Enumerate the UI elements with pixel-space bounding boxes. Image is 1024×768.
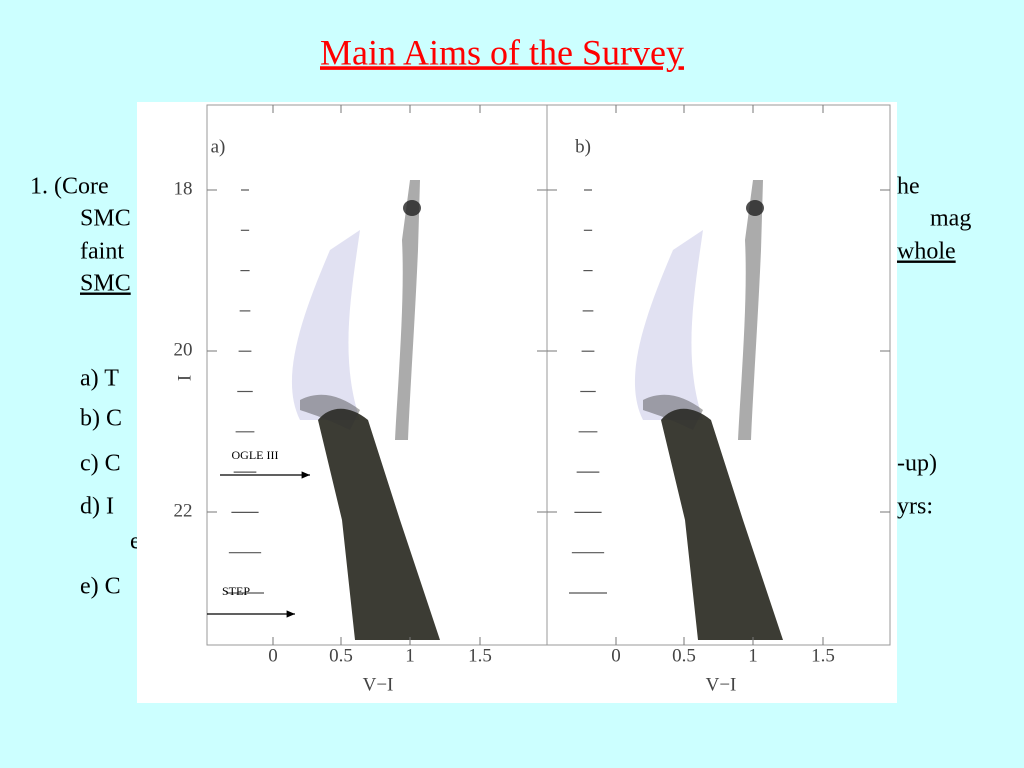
body-text: e: [130, 529, 141, 555]
red-clump: [403, 200, 421, 216]
x-tick-label: 1.5: [468, 645, 492, 666]
y-tick-label: 18: [174, 178, 193, 199]
body-text: yrs:: [897, 494, 933, 520]
annotation: OGLE III: [232, 448, 279, 462]
body-text: whole: [897, 239, 956, 265]
subgiant: [300, 394, 360, 430]
blue-cloud: [634, 230, 703, 420]
body-text: e) C: [80, 574, 121, 600]
red-clump: [746, 200, 764, 216]
body-text: he: [897, 174, 920, 200]
y-tick-label: 20: [174, 339, 193, 360]
body-text: faint: [80, 239, 124, 265]
body-text: mag: [930, 206, 971, 232]
x-tick-label: 0: [268, 645, 278, 666]
figure-background: [137, 102, 897, 703]
main-sequence: [318, 408, 440, 640]
body-text: 1. (Core: [30, 174, 109, 200]
body-text: b) C: [80, 406, 122, 432]
cmd-panel: a) 0 0.5 1 1.5 V−I: [206, 104, 548, 695]
star-density: [634, 180, 783, 640]
body-text: c) C: [80, 451, 121, 477]
x-tick-label: 0.5: [329, 645, 353, 666]
body-text: d) I: [80, 494, 114, 520]
x-tick-label: 1: [748, 645, 758, 666]
y-axis-label: I: [174, 375, 195, 381]
red-giant-branch: [738, 180, 763, 440]
body-text: SMC: [80, 271, 131, 297]
x-tick-label: 1.5: [811, 645, 835, 666]
x-tick-label: 0: [611, 645, 621, 666]
main-sequence: [661, 408, 783, 640]
body-text: a) T: [80, 366, 119, 392]
x-axis-label: V−I: [706, 674, 737, 695]
panel-label: b): [575, 136, 591, 157]
y-tick-label: 22: [174, 500, 193, 521]
x-tick-label: 1: [405, 645, 415, 666]
body-text: -up): [897, 451, 937, 477]
x-axis-label: V−I: [363, 674, 394, 695]
x-tick-label: 0.5: [672, 645, 696, 666]
body-text: SMC: [80, 206, 131, 232]
cmd-panel: b) 0 0.5 1 1.5 V−I: [546, 104, 891, 695]
subgiant: [643, 394, 703, 430]
blue-cloud: [291, 230, 360, 420]
annotation: STEP: [222, 584, 250, 598]
panel-frame: [546, 104, 891, 646]
panel-label: a): [211, 136, 226, 157]
slide-title: Main Aims of the Survey: [320, 32, 684, 72]
star-density: [291, 180, 440, 640]
red-giant-branch: [395, 180, 420, 440]
